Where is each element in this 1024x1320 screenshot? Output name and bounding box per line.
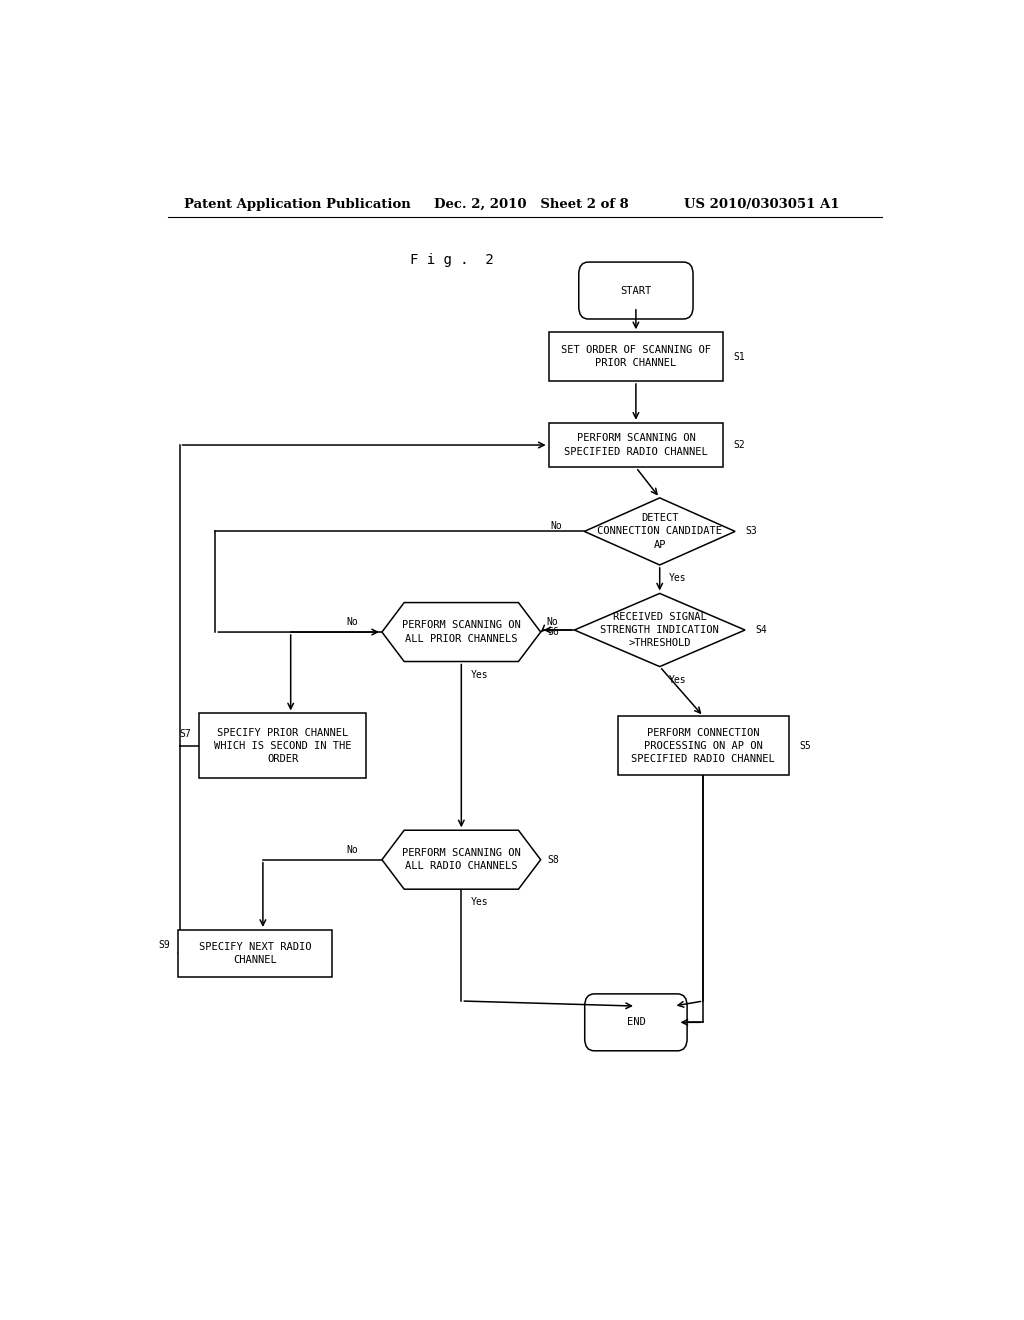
Text: SPECIFY NEXT RADIO
CHANNEL: SPECIFY NEXT RADIO CHANNEL: [199, 941, 311, 965]
Polygon shape: [382, 830, 541, 890]
Text: No: No: [550, 521, 562, 532]
Text: Yes: Yes: [670, 675, 687, 685]
Text: PERFORM SCANNING ON
ALL RADIO CHANNELS: PERFORM SCANNING ON ALL RADIO CHANNELS: [402, 849, 520, 871]
Text: S2: S2: [733, 440, 745, 450]
Text: SET ORDER OF SCANNING OF
PRIOR CHANNEL: SET ORDER OF SCANNING OF PRIOR CHANNEL: [561, 345, 711, 368]
FancyBboxPatch shape: [200, 713, 367, 779]
Text: Yes: Yes: [471, 898, 488, 907]
Text: S8: S8: [547, 855, 559, 865]
Text: RECEIVED SIGNAL
STRENGTH INDICATION
>THRESHOLD: RECEIVED SIGNAL STRENGTH INDICATION >THR…: [600, 611, 719, 648]
FancyBboxPatch shape: [618, 717, 788, 775]
Text: S5: S5: [799, 741, 811, 751]
Text: S7: S7: [180, 729, 191, 739]
Text: PERFORM CONNECTION
PROCESSING ON AP ON
SPECIFIED RADIO CHANNEL: PERFORM CONNECTION PROCESSING ON AP ON S…: [632, 727, 775, 764]
Polygon shape: [382, 602, 541, 661]
Text: F i g .  2: F i g . 2: [410, 253, 494, 267]
Text: Yes: Yes: [670, 573, 687, 583]
Text: START: START: [621, 285, 651, 296]
Text: SPECIFY PRIOR CHANNEL
WHICH IS SECOND IN THE
ORDER: SPECIFY PRIOR CHANNEL WHICH IS SECOND IN…: [214, 727, 351, 764]
Text: No: No: [346, 845, 358, 854]
Polygon shape: [574, 594, 745, 667]
Text: Dec. 2, 2010   Sheet 2 of 8: Dec. 2, 2010 Sheet 2 of 8: [433, 198, 629, 211]
FancyBboxPatch shape: [177, 929, 333, 977]
FancyBboxPatch shape: [579, 263, 693, 319]
Text: PERFORM SCANNING ON
SPECIFIED RADIO CHANNEL: PERFORM SCANNING ON SPECIFIED RADIO CHAN…: [564, 433, 708, 457]
FancyBboxPatch shape: [585, 994, 687, 1051]
FancyBboxPatch shape: [549, 333, 723, 381]
Text: S1: S1: [733, 351, 745, 362]
Text: US 2010/0303051 A1: US 2010/0303051 A1: [684, 198, 839, 211]
Text: S6: S6: [547, 627, 559, 638]
Text: Patent Application Publication: Patent Application Publication: [183, 198, 411, 211]
Text: END: END: [627, 1018, 645, 1027]
Text: PERFORM SCANNING ON
ALL PRIOR CHANNELS: PERFORM SCANNING ON ALL PRIOR CHANNELS: [402, 620, 520, 644]
Text: No: No: [547, 616, 558, 627]
Text: Yes: Yes: [471, 669, 488, 680]
Text: DETECT
CONNECTION CANDIDATE
AP: DETECT CONNECTION CANDIDATE AP: [597, 513, 722, 549]
Polygon shape: [585, 498, 735, 565]
Text: S3: S3: [745, 527, 757, 536]
Text: No: No: [346, 616, 358, 627]
Text: S4: S4: [756, 624, 767, 635]
FancyBboxPatch shape: [549, 422, 723, 467]
Text: S9: S9: [158, 940, 170, 950]
